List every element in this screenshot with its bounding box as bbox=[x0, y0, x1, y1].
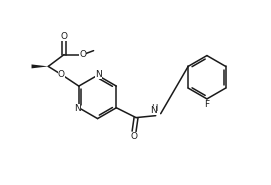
Text: O: O bbox=[60, 32, 67, 41]
Text: H: H bbox=[151, 104, 158, 113]
Text: N: N bbox=[95, 70, 102, 79]
Text: O: O bbox=[131, 132, 138, 141]
Text: N: N bbox=[75, 104, 81, 113]
Text: F: F bbox=[204, 100, 209, 109]
Text: O: O bbox=[57, 70, 64, 79]
Text: O: O bbox=[79, 50, 86, 59]
Polygon shape bbox=[31, 64, 48, 68]
Text: N: N bbox=[150, 106, 157, 115]
